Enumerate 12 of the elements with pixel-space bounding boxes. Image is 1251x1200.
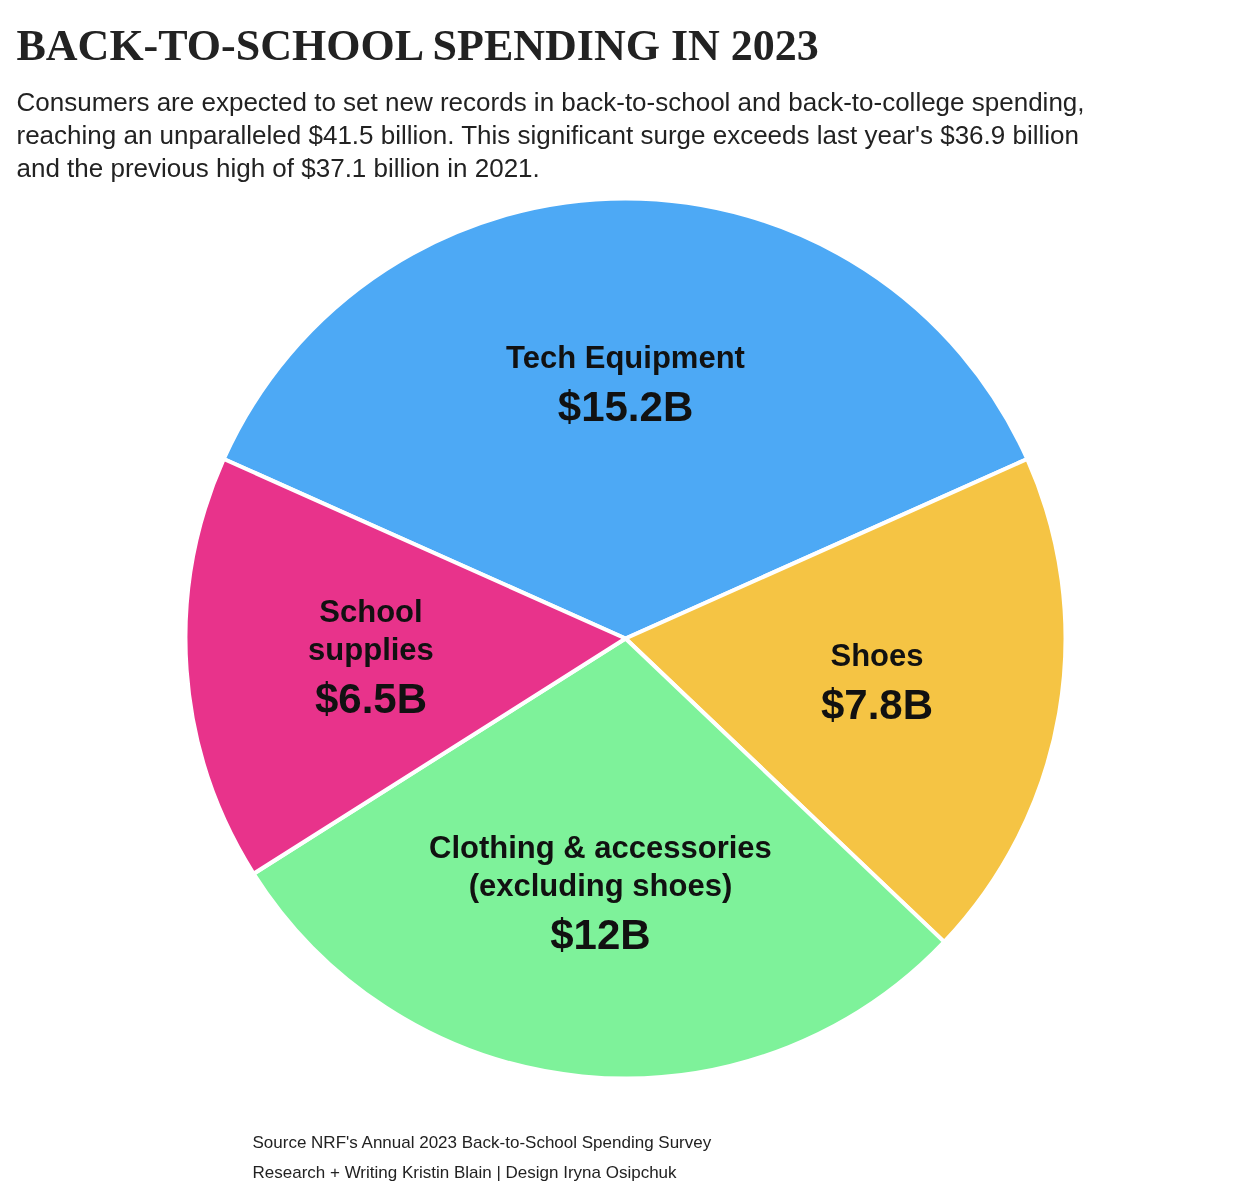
slice-label: Clothing & accessories (excluding shoes) — [429, 829, 772, 903]
data-label: $6.5B — [314, 675, 427, 723]
text: Research + Writing Kristin Blain | Design Iryna Osipchuk — [252, 1163, 678, 1182]
slice-label: Tech Equipment — [506, 339, 745, 375]
slice-label: Shoes — [830, 638, 924, 674]
chart-subtitle: Consumers are expected to set new records in back-to-school and back-to-college spending, reaching an unparalleled $41.5 billion. This significant surge exceeds last year's $36.9 billion and the previous high of $37.1 billion in 2021. — [16, 86, 1085, 183]
data-label: $7.8B — [820, 681, 934, 729]
source-note: Source NRF's Annual 2023 Back-to-School Spending Survey — [252, 1133, 712, 1152]
data-label: $12B — [550, 910, 651, 958]
data-label: $15.2B — [557, 382, 694, 430]
slice-label: School supplies — [308, 594, 434, 668]
chart-title: BACK-TO-SCHOOL SPENDING IN 2023 — [16, 21, 819, 70]
